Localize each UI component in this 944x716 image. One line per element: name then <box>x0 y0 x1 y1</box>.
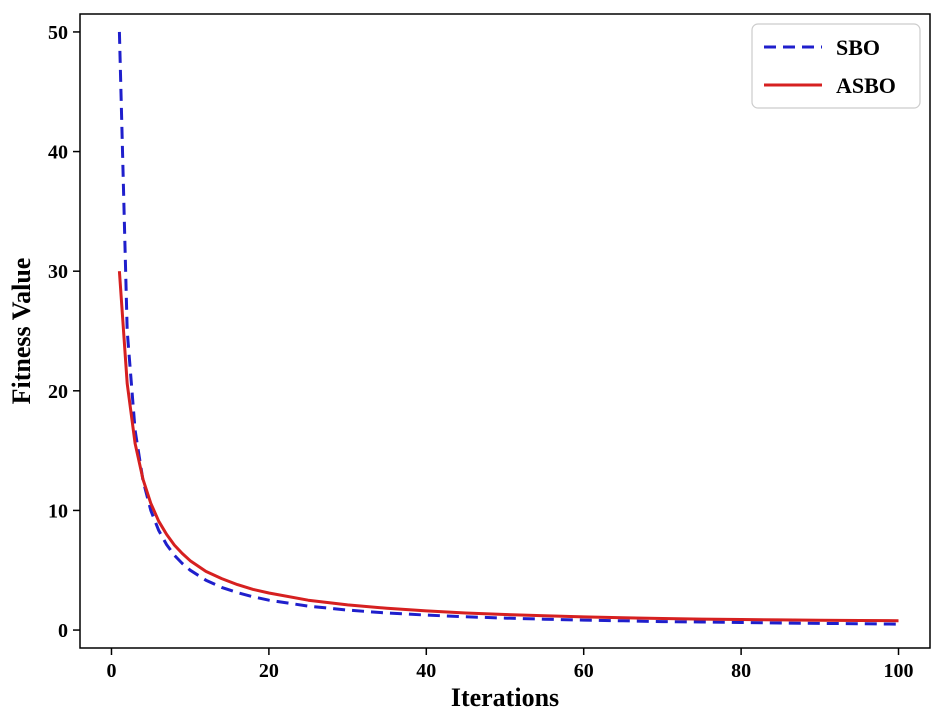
x-tick-label: 100 <box>884 660 914 682</box>
y-tick-label: 40 <box>48 142 68 164</box>
x-tick-label: 60 <box>574 660 594 682</box>
y-axis-title: Fitness Value <box>7 258 36 405</box>
y-tick-label: 0 <box>58 620 68 642</box>
x-tick-label: 0 <box>106 660 116 682</box>
series-lines <box>117 31 899 626</box>
x-tick-label: 40 <box>416 660 436 682</box>
legend-sbo-label: SBO <box>836 35 880 60</box>
legend: SBO ASBO <box>751 23 921 109</box>
x-axis-title: Iterations <box>451 683 559 712</box>
x-tick-label: 20 <box>259 660 279 682</box>
y-tick-label: 20 <box>48 381 68 403</box>
y-tick-label: 30 <box>48 261 68 283</box>
y-tick-label: 10 <box>48 500 68 522</box>
series-line-asbo <box>117 271 899 623</box>
x-tick-label: 80 <box>731 660 751 682</box>
legend-box <box>751 23 921 109</box>
series-line-sbo <box>117 31 899 626</box>
y-tick-label: 50 <box>48 22 68 44</box>
legend-asbo-label: ASBO <box>836 73 896 98</box>
axis-ticks: 0 20 40 60 80 100 0 10 20 30 40 50 <box>48 22 914 682</box>
plot-frame <box>79 13 931 649</box>
